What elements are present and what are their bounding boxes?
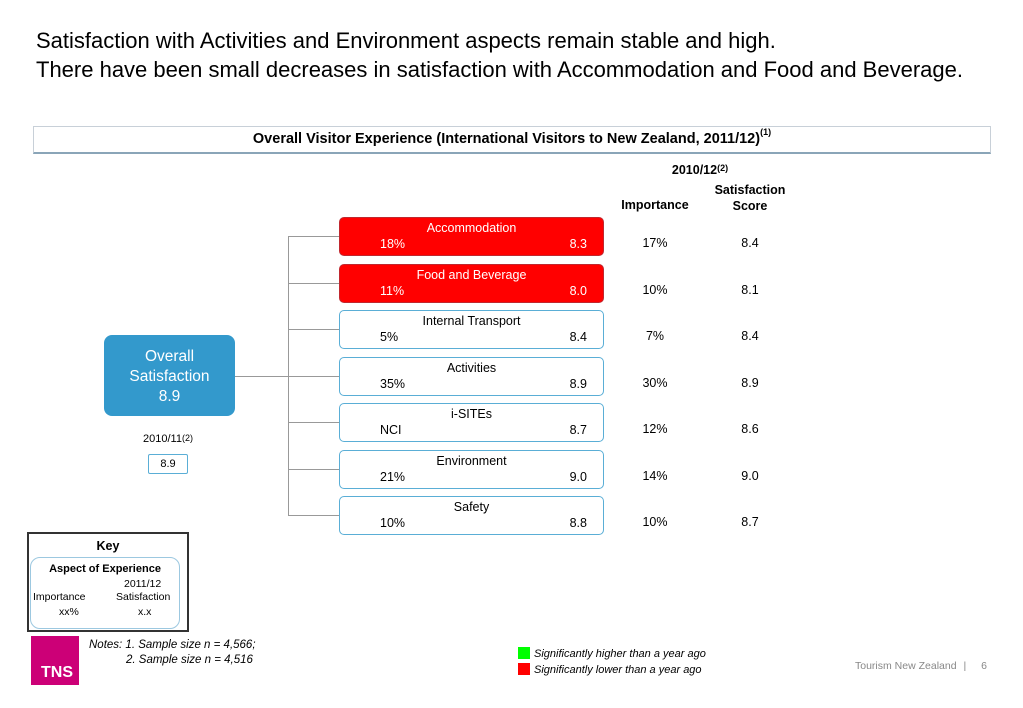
subtitle-text: Overall Visitor Experience (Internationa…: [252, 131, 761, 147]
key-box: Key Aspect of Experience 2011/12 Importa…: [27, 532, 189, 632]
aspect-box: Internal Transport 5% 8.4: [339, 310, 604, 349]
prev-satisfaction: 8.1: [741, 282, 759, 297]
prev-satisfaction: 8.7: [741, 515, 759, 529]
tree-connector-branch: [288, 375, 339, 377]
aspect-satisfaction: 8.8: [569, 516, 587, 530]
aspect-name: Food and Beverage: [416, 267, 527, 282]
importance-column-header: Importance: [621, 198, 689, 212]
footer-org: Tourism New Zealand: [855, 660, 957, 672]
aspect-box: i-SITEs NCI 8.7: [339, 403, 604, 442]
overall-prev-label: 2010/11(2): [128, 433, 208, 445]
note-2: 2. Sample size n = 4,516: [126, 654, 253, 666]
satisfaction-header-l1: Satisfaction: [714, 183, 786, 197]
aspect-satisfaction: 9.0: [569, 469, 587, 484]
tree-connector-branch: [288, 515, 339, 516]
tree-connector-branch: [288, 329, 339, 330]
overall-prev-period: 2010/11: [143, 433, 182, 445]
tree-connector-vertical: [288, 237, 289, 516]
aspect-box: Accommodation 18% 8.3: [339, 217, 604, 256]
aspect-name: Internal Transport: [422, 314, 521, 328]
tree-connector-branch: [288, 468, 339, 470]
key-aspect-label: Aspect of Experience: [49, 563, 161, 575]
tns-logo: TNS: [31, 636, 79, 685]
note-1: Notes: 1. Sample size n = 4,566;: [89, 639, 256, 651]
aspect-satisfaction: 8.0: [569, 283, 587, 298]
legend-lower-label: Significantly lower than a year ago: [534, 664, 702, 676]
tns-logo-text: TNS: [41, 664, 73, 681]
prior-period-footnote: (2): [717, 163, 729, 173]
aspect-name: Activities: [446, 360, 497, 375]
headline-line-2: There have been small decreases in satis…: [36, 57, 963, 82]
legend-lower-swatch: [518, 663, 530, 675]
aspect-name: Accommodation: [426, 221, 517, 235]
prev-importance: 10%: [642, 282, 668, 297]
legend-higher-label: Significantly higher than a year ago: [534, 648, 706, 660]
prev-satisfaction: 8.9: [741, 375, 759, 390]
page-number: 6: [981, 660, 987, 672]
prior-period-header: 2010/12(2): [640, 163, 760, 177]
prev-importance: 7%: [645, 329, 665, 343]
aspect-name: Safety: [453, 500, 490, 514]
aspect-importance: 11%: [380, 283, 405, 298]
aspect-importance: 10%: [380, 516, 406, 530]
aspect-name: i-SITEs: [451, 407, 492, 421]
aspect-importance: NCI: [380, 423, 402, 437]
aspect-satisfaction: 8.4: [569, 330, 587, 344]
key-importance-value: xx%: [59, 606, 79, 618]
aspect-name: Environment: [436, 453, 507, 468]
tree-connector-root: [235, 376, 288, 377]
key-example-box: Aspect of Experience 2011/12 Importance …: [30, 557, 180, 629]
prior-period-text: 2010/12: [671, 163, 718, 177]
satisfaction-column-header: Satisfaction Score: [700, 182, 800, 214]
prev-importance: 10%: [642, 515, 668, 529]
key-satisfaction-value: x.x: [138, 606, 152, 618]
notes: Notes: 1. Sample size n = 4,566; 2. Samp…: [89, 638, 256, 668]
aspect-box: Activities 35% 8.9: [339, 356, 604, 396]
aspect-importance: 5%: [380, 330, 399, 344]
overall-prev-footnote: (2): [181, 433, 193, 443]
overall-score: 8.9: [158, 388, 181, 405]
aspect-importance: 35%: [380, 376, 406, 391]
prev-importance: 30%: [642, 375, 668, 390]
satisfaction-header-l2: Score: [732, 199, 768, 213]
aspect-importance: 18%: [380, 237, 406, 251]
tree-connector-branch: [288, 422, 339, 423]
aspect-satisfaction: 8.7: [569, 423, 587, 437]
slide-headline: Satisfaction with Activities and Environ…: [36, 26, 986, 84]
overall-satisfaction-box: Overall Satisfaction 8.9: [104, 335, 235, 416]
aspect-satisfaction: 8.3: [569, 237, 587, 251]
key-title: Key: [96, 539, 120, 553]
aspect-box: Environment 21% 9.0: [339, 449, 604, 489]
overall-label-l1: Overall: [144, 348, 195, 365]
footer: Tourism New Zealand | 6: [855, 660, 987, 672]
prev-importance: 12%: [642, 422, 668, 436]
footer-separator: |: [963, 660, 967, 672]
prev-satisfaction: 8.4: [741, 236, 759, 250]
subtitle-footnote: (1): [760, 127, 772, 137]
aspect-box: Food and Beverage 11% 8.0: [339, 263, 604, 303]
key-period: 2011/12: [124, 578, 162, 590]
significance-legend: Significantly higher than a year ago Sig…: [518, 646, 706, 678]
tree-connector-branch: [288, 282, 339, 284]
key-importance: Importance: [33, 591, 86, 603]
headline-line-1: Satisfaction with Activities and Environ…: [36, 28, 776, 53]
aspect-importance: 21%: [380, 469, 406, 484]
prev-importance: 17%: [642, 236, 668, 250]
key-satisfaction: Satisfaction: [116, 591, 171, 603]
prev-importance: 14%: [642, 468, 668, 483]
aspect-box: Safety 10% 8.8: [339, 496, 604, 535]
overall-label-l2: Satisfaction: [129, 368, 210, 385]
prev-satisfaction: 8.4: [741, 329, 759, 343]
tree-connector-branch: [288, 236, 339, 237]
aspect-satisfaction: 8.9: [569, 376, 587, 391]
prev-satisfaction: 8.6: [741, 422, 759, 436]
prev-satisfaction: 9.0: [741, 468, 759, 483]
chart-subtitle: Overall Visitor Experience (Internationa…: [33, 126, 991, 154]
overall-prev-score: 8.9: [148, 454, 188, 474]
legend-higher-swatch: [518, 647, 530, 659]
